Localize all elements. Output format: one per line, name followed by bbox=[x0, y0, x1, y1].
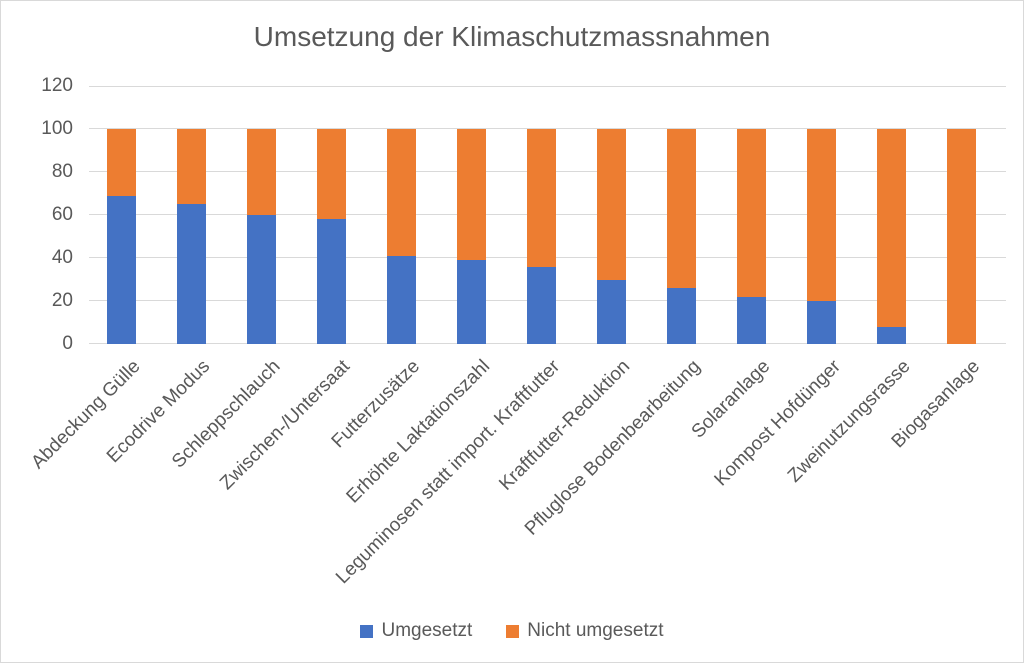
legend-label-nicht-umgesetzt: Nicht umgesetzt bbox=[527, 620, 664, 641]
bar-segment-nicht-umgesetzt bbox=[317, 129, 346, 220]
bar-group bbox=[877, 129, 906, 344]
bar-group bbox=[107, 129, 136, 344]
bar-segment-nicht-umgesetzt bbox=[737, 129, 766, 297]
y-axis-tick-label: 100 bbox=[41, 118, 73, 139]
gridline-100 bbox=[89, 128, 1006, 129]
x-axis-category-label-text: Kompost Hofdünger bbox=[709, 356, 845, 491]
y-axis-tick-label: 80 bbox=[51, 161, 73, 182]
bar-segment-nicht-umgesetzt bbox=[807, 129, 836, 301]
bar-group bbox=[247, 129, 276, 344]
x-axis-category-label-text: Zweinutzungsrasse bbox=[783, 356, 915, 487]
legend: Umgesetzt Nicht umgesetzt bbox=[1, 620, 1023, 642]
bar-segment-nicht-umgesetzt bbox=[667, 129, 696, 289]
bar-segment-umgesetzt bbox=[317, 219, 346, 344]
y-axis: 0 20 40 60 80 100 120 bbox=[1, 75, 87, 354]
bar-segment-umgesetzt bbox=[387, 255, 416, 344]
bar-segment-nicht-umgesetzt bbox=[527, 129, 556, 267]
bar-segment-umgesetzt bbox=[877, 326, 906, 344]
bar-group bbox=[597, 129, 626, 344]
bar-segment-umgesetzt bbox=[667, 288, 696, 344]
bar-segment-umgesetzt bbox=[527, 266, 556, 344]
y-axis-tick-label: 60 bbox=[51, 204, 73, 225]
legend-swatch-nicht-umgesetzt-icon bbox=[506, 624, 520, 638]
bar-group bbox=[947, 129, 976, 344]
bar-segment-nicht-umgesetzt bbox=[387, 129, 416, 256]
legend-swatch-umgesetzt-icon bbox=[360, 624, 374, 638]
bar-group bbox=[527, 129, 556, 344]
bar-segment-umgesetzt bbox=[177, 204, 206, 344]
bar-segment-nicht-umgesetzt bbox=[947, 129, 976, 344]
bar-group bbox=[177, 129, 206, 344]
legend-item-nicht-umgesetzt: Nicht umgesetzt bbox=[506, 620, 664, 642]
bar-segment-umgesetzt bbox=[737, 296, 766, 344]
bar-segment-nicht-umgesetzt bbox=[597, 129, 626, 280]
y-axis-tick-label: 40 bbox=[51, 247, 73, 268]
legend-item-umgesetzt: Umgesetzt bbox=[360, 620, 472, 642]
x-axis-category-label-text: Zwischen-/Untersaat bbox=[216, 356, 355, 495]
bar-group bbox=[457, 129, 486, 344]
bar-group bbox=[667, 129, 696, 344]
bar-segment-nicht-umgesetzt bbox=[247, 129, 276, 215]
plot-area bbox=[89, 86, 1006, 344]
y-axis-tick-label: 20 bbox=[51, 290, 73, 311]
bar-segment-umgesetzt bbox=[597, 279, 626, 344]
bar-segment-umgesetzt bbox=[807, 301, 836, 344]
bar-group bbox=[807, 129, 836, 344]
chart-title: Umsetzung der Klimaschutzmassnahmen bbox=[253, 21, 771, 52]
bar-segment-nicht-umgesetzt bbox=[457, 129, 486, 261]
legend-label-umgesetzt: Umgesetzt bbox=[381, 620, 473, 641]
bar-segment-nicht-umgesetzt bbox=[877, 129, 906, 327]
y-axis-tick-label: 0 bbox=[62, 333, 73, 354]
gridline-120 bbox=[89, 86, 1006, 87]
y-axis-tick-label: 120 bbox=[41, 75, 73, 96]
bar-segment-umgesetzt bbox=[457, 260, 486, 344]
bar-group bbox=[317, 129, 346, 344]
bar-segment-nicht-umgesetzt bbox=[177, 129, 206, 205]
x-axis-category-label-text: Kraftfutter-Reduktion bbox=[495, 356, 635, 495]
bar-group bbox=[387, 129, 416, 344]
bar-segment-nicht-umgesetzt bbox=[107, 129, 136, 196]
bar-segment-umgesetzt bbox=[107, 195, 136, 344]
bar-group bbox=[737, 129, 766, 344]
bar-segment-umgesetzt bbox=[247, 215, 276, 344]
